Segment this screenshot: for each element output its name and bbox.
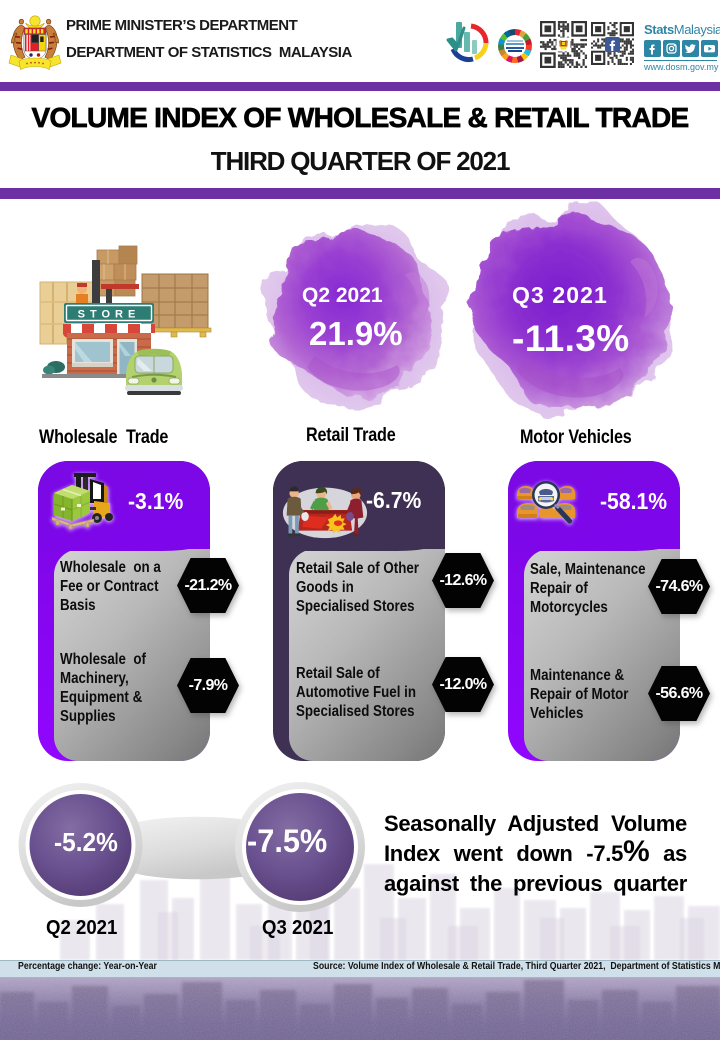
svg-text:STORE: STORE: [78, 309, 141, 321]
